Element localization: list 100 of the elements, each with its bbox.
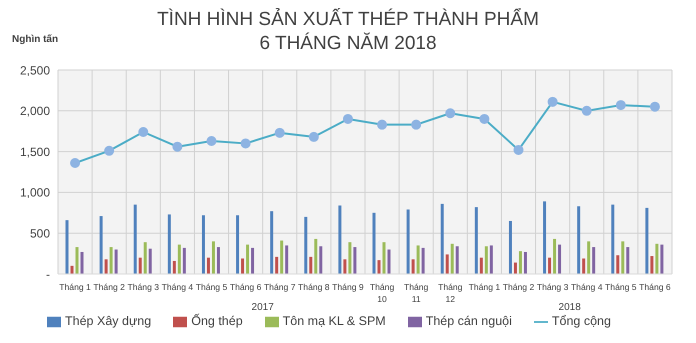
x-tick-label: Tháng 12 bbox=[438, 282, 463, 304]
bar bbox=[558, 244, 562, 274]
y-tick-label: 500 bbox=[30, 226, 50, 240]
bar bbox=[172, 260, 176, 274]
bar bbox=[104, 259, 108, 274]
y-tick-label: - bbox=[46, 267, 50, 282]
bar bbox=[412, 259, 415, 274]
x-tick-label: Tháng 7 bbox=[264, 282, 296, 292]
bar bbox=[144, 242, 147, 274]
x-tick-label: Tháng 2 bbox=[502, 282, 534, 292]
bar bbox=[148, 248, 152, 274]
bar bbox=[548, 258, 552, 274]
bar bbox=[440, 204, 444, 274]
x-tick-label: Tháng 6 bbox=[230, 282, 262, 292]
text: 2017 bbox=[250, 302, 275, 313]
bar bbox=[206, 258, 210, 274]
bar bbox=[621, 241, 624, 274]
bar bbox=[182, 248, 186, 274]
bar bbox=[592, 247, 596, 274]
bar bbox=[372, 212, 376, 274]
bar bbox=[450, 244, 454, 274]
y-axis-title: Nghìn tấn bbox=[12, 34, 58, 45]
bar bbox=[645, 208, 648, 274]
bar bbox=[582, 258, 586, 274]
y-tick-label: 2,000 bbox=[20, 104, 50, 118]
bar bbox=[138, 258, 142, 274]
bar bbox=[80, 252, 84, 274]
bar bbox=[508, 220, 512, 274]
bar bbox=[378, 260, 381, 274]
bar bbox=[114, 250, 118, 274]
bar bbox=[66, 220, 69, 274]
bar bbox=[446, 254, 449, 274]
bar bbox=[514, 262, 517, 274]
bar bbox=[338, 205, 342, 274]
bar bbox=[309, 256, 312, 274]
bar bbox=[236, 215, 240, 274]
bar bbox=[314, 238, 318, 274]
bar bbox=[484, 246, 488, 274]
x-tick-label: Tháng 8 bbox=[298, 282, 330, 292]
x-tick-label: Tháng 3 bbox=[536, 282, 569, 292]
bar bbox=[348, 242, 352, 274]
y-tick-label: 1,000 bbox=[20, 186, 50, 200]
bar bbox=[285, 245, 288, 274]
bar bbox=[406, 210, 410, 274]
bar bbox=[611, 204, 614, 274]
bar bbox=[241, 258, 244, 274]
bar bbox=[616, 255, 620, 274]
bar bbox=[270, 211, 274, 274]
bar bbox=[319, 246, 322, 274]
x-tick-label: Tháng 3 bbox=[128, 282, 160, 292]
bar bbox=[353, 247, 356, 274]
bar bbox=[577, 206, 580, 274]
x-tick-label: Tháng 5 bbox=[605, 282, 637, 292]
bar bbox=[168, 214, 171, 274]
bar bbox=[202, 215, 205, 274]
bar bbox=[216, 247, 220, 274]
bar bbox=[212, 241, 215, 274]
text: 2018 bbox=[558, 302, 582, 313]
chart-subtitle: 6 THÁNG NĂM 2018 bbox=[259, 33, 437, 54]
bar bbox=[280, 240, 284, 274]
bar bbox=[110, 247, 113, 274]
bar bbox=[388, 250, 391, 274]
bar bbox=[474, 207, 478, 274]
bar bbox=[178, 244, 181, 274]
x-tick-label: Tháng 5 bbox=[196, 282, 228, 292]
bar bbox=[518, 251, 522, 274]
x-tick-label: Tháng 10 bbox=[370, 282, 394, 304]
bar bbox=[275, 256, 278, 274]
chart-title: TÌNH HÌNH SẢN XUẤT THÉP THÀNH PHẨM bbox=[156, 8, 540, 32]
legend-label: Tôn mạ KL & SPM bbox=[282, 314, 386, 328]
x-tick-label: Tháng 6 bbox=[639, 282, 671, 292]
bar bbox=[382, 242, 386, 274]
bar bbox=[246, 244, 250, 274]
bar bbox=[304, 216, 308, 274]
bar bbox=[655, 244, 658, 274]
bar bbox=[134, 204, 137, 274]
bar bbox=[524, 252, 527, 274]
bar bbox=[480, 258, 483, 274]
bar bbox=[587, 241, 590, 274]
legend-label: Thép cán nguội bbox=[426, 314, 512, 328]
bar bbox=[70, 266, 74, 274]
bar bbox=[422, 248, 425, 274]
bar bbox=[100, 216, 103, 274]
bar bbox=[416, 245, 420, 274]
x-tick-label: Tháng 2 bbox=[93, 282, 126, 292]
bar bbox=[660, 244, 664, 274]
y-tick-label: 2,500 bbox=[20, 63, 50, 78]
bar bbox=[626, 247, 630, 274]
bar bbox=[543, 201, 546, 274]
bar bbox=[650, 256, 654, 274]
bar bbox=[456, 246, 459, 274]
bar bbox=[251, 248, 254, 274]
x-tick-label: Tháng 1 bbox=[59, 282, 92, 292]
legend-label: Tổng cộng bbox=[552, 314, 611, 328]
legend-label: Thép Xây dựng bbox=[65, 314, 152, 328]
bar bbox=[76, 247, 79, 274]
x-tick-label: Tháng 11 bbox=[404, 282, 429, 304]
x-tick-label: Tháng 1 bbox=[468, 282, 500, 292]
bar bbox=[553, 238, 556, 274]
bar bbox=[490, 245, 493, 274]
